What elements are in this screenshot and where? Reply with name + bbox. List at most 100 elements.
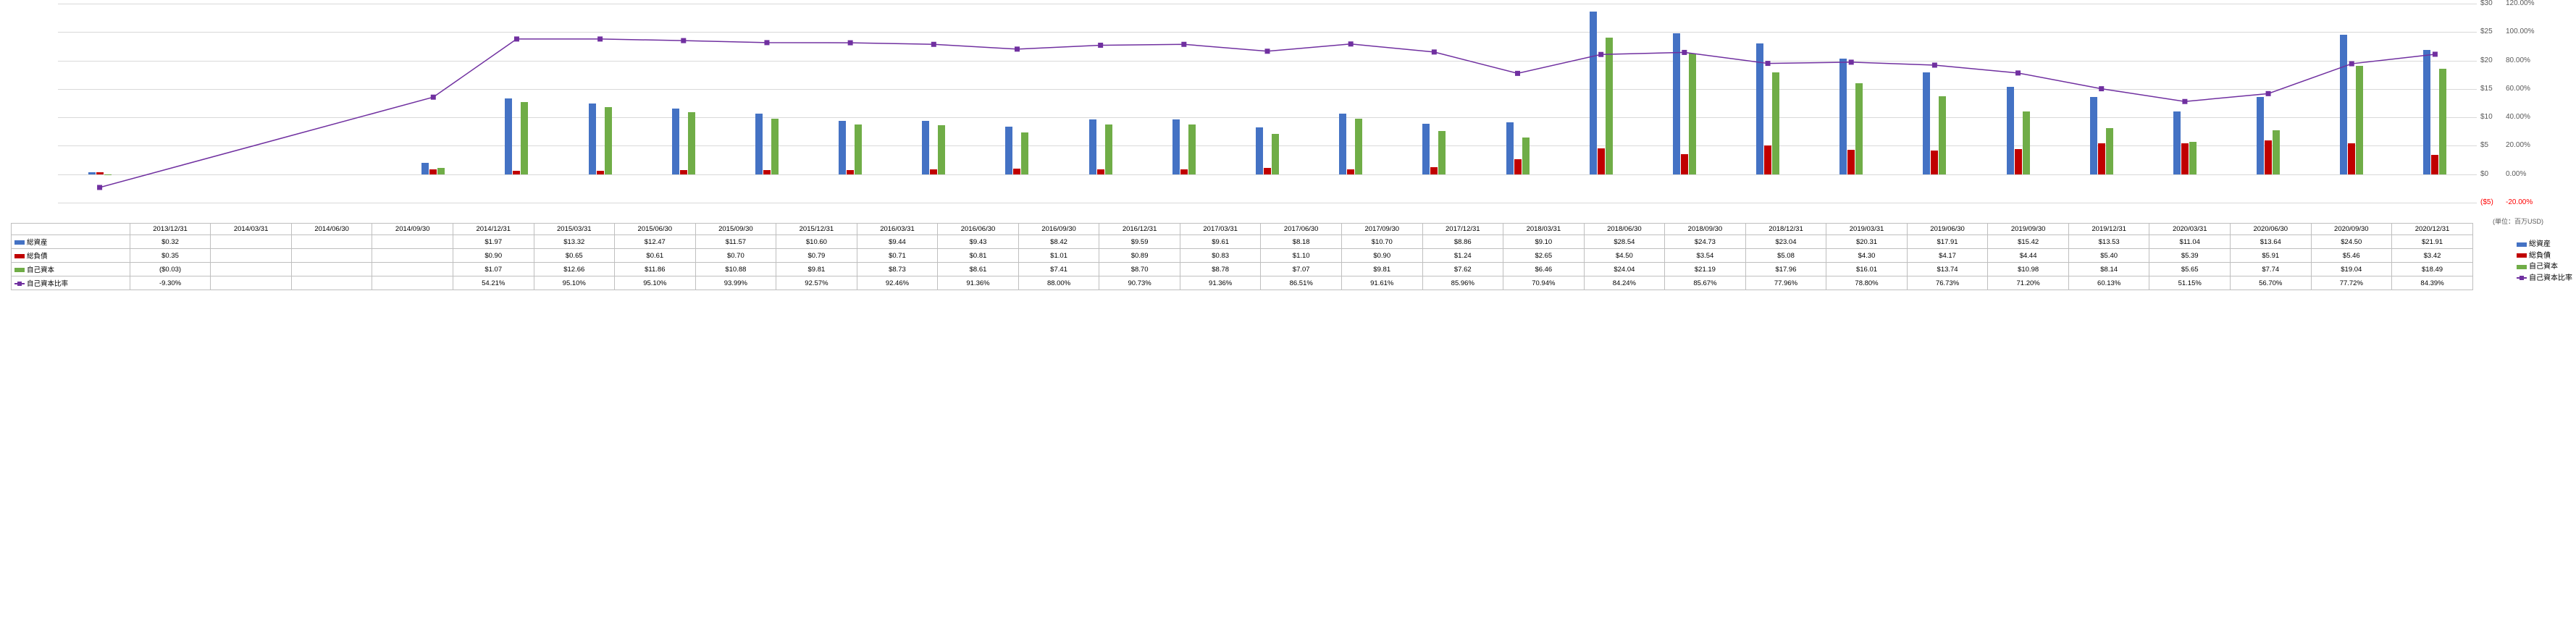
cell: $5.39 [2149,249,2231,263]
equity-bar [1438,131,1446,174]
cell: $1.01 [1018,249,1099,263]
liabilities-bar [1430,167,1438,174]
cell: 84.39% [2392,276,2473,290]
cell: $10.60 [776,235,857,249]
period-header: 2013/12/31 [130,224,211,235]
cell: $7.41 [1018,263,1099,276]
cell [211,235,292,249]
equity-bar [1939,96,1946,174]
cell: $9.10 [1503,235,1585,249]
period-header: 2015/03/31 [534,224,615,235]
liabilities-bar [96,172,104,174]
liabilities-bar [1598,148,1605,174]
cell: $16.01 [1826,263,1908,276]
period-header: 2014/12/31 [453,224,534,235]
cell [211,263,292,276]
cell: $5.91 [2230,249,2311,263]
liabilities-bar [1347,169,1354,174]
unit-label: (単位：百万USD) [2493,216,2543,226]
equity-bar [1105,124,1112,174]
cell [291,235,372,249]
liabilities-bar [2348,143,2355,174]
cell: $0.81 [938,249,1019,263]
cell: $5.40 [2068,249,2149,263]
equity-bar [2356,66,2363,174]
cell: ($0.03) [130,263,211,276]
period-header: 2016/09/30 [1018,224,1099,235]
cell: 85.67% [1665,276,1746,290]
cell: 60.13% [2068,276,2149,290]
cell: $9.81 [1341,263,1422,276]
period-header: 2019/12/31 [2068,224,2149,235]
period-header: 2017/03/31 [1180,224,1261,235]
cell: $2.65 [1503,249,1585,263]
row-label-ratio: 自己資本比率 [12,276,130,290]
equity-bar [605,107,612,174]
liabilities-bar [1931,151,1938,174]
cell: $8.61 [938,263,1019,276]
equity-bar [1272,134,1279,174]
cell: 76.73% [1907,276,1988,290]
assets-bar [1089,119,1096,174]
period-header: 2017/06/30 [1261,224,1342,235]
cell: $21.91 [2392,235,2473,249]
cell: $0.90 [453,249,534,263]
cell: -9.30% [130,276,211,290]
legend-item: 自己資本比率 [2517,273,2572,284]
cell: 95.10% [615,276,696,290]
cell: $3.42 [2392,249,2473,263]
cell: 92.57% [776,276,857,290]
assets-bar [1256,127,1263,174]
period-header: 2020/03/31 [2149,224,2231,235]
equity-bar [1772,72,1779,174]
assets-bar [672,109,679,174]
cell: $7.74 [2230,263,2311,276]
period-header: 2018/03/31 [1503,224,1585,235]
cell: $10.70 [1341,235,1422,249]
cell: $8.18 [1261,235,1342,249]
period-header: 2018/06/30 [1584,224,1665,235]
bars [58,4,2477,203]
cell: 77.72% [2311,276,2392,290]
assets-bar [1590,12,1597,174]
cell: 84.24% [1584,276,1665,290]
period-header: 2016/12/31 [1099,224,1180,235]
liabilities-bar [597,171,604,174]
equity-bar [1855,83,1863,174]
cell: $5.65 [2149,263,2231,276]
cell: $7.62 [1422,263,1503,276]
liabilities-bar [513,171,520,174]
assets-bar [421,163,429,174]
cell: $0.90 [1341,249,1422,263]
liabilities-bar [429,169,437,174]
assets-bar [1172,119,1180,174]
cell: $6.46 [1503,263,1585,276]
cell: $21.19 [1665,263,1746,276]
cell: $8.70 [1099,263,1180,276]
assets-bar [1005,127,1012,174]
period-header: 2020/09/30 [2311,224,2392,235]
cell: 86.51% [1261,276,1342,290]
equity-bar [1606,38,1613,174]
cell [211,249,292,263]
assets-bar [1506,122,1514,174]
cell: $4.30 [1826,249,1908,263]
cell: 93.99% [695,276,776,290]
cell: $0.65 [534,249,615,263]
data-table: 2013/12/312014/03/312014/06/302014/09/30… [11,223,2473,290]
period-header: 2014/03/31 [211,224,292,235]
assets-bar [2090,97,2097,174]
period-header: 2019/06/30 [1907,224,1988,235]
cell: $12.47 [615,235,696,249]
cell: $0.79 [776,249,857,263]
cell: $10.88 [695,263,776,276]
assets-bar [589,104,596,174]
cell: 78.80% [1826,276,1908,290]
cell: $3.54 [1665,249,1746,263]
row-label-assets: 総資産 [12,235,130,249]
cell: $9.61 [1180,235,1261,249]
cell: 90.73% [1099,276,1180,290]
plot-area: ($5)$0$5$10$15$20$25$30-20.00%0.00%20.00… [58,4,2477,203]
equity-bar [771,119,779,174]
assets-bar [2340,35,2347,174]
